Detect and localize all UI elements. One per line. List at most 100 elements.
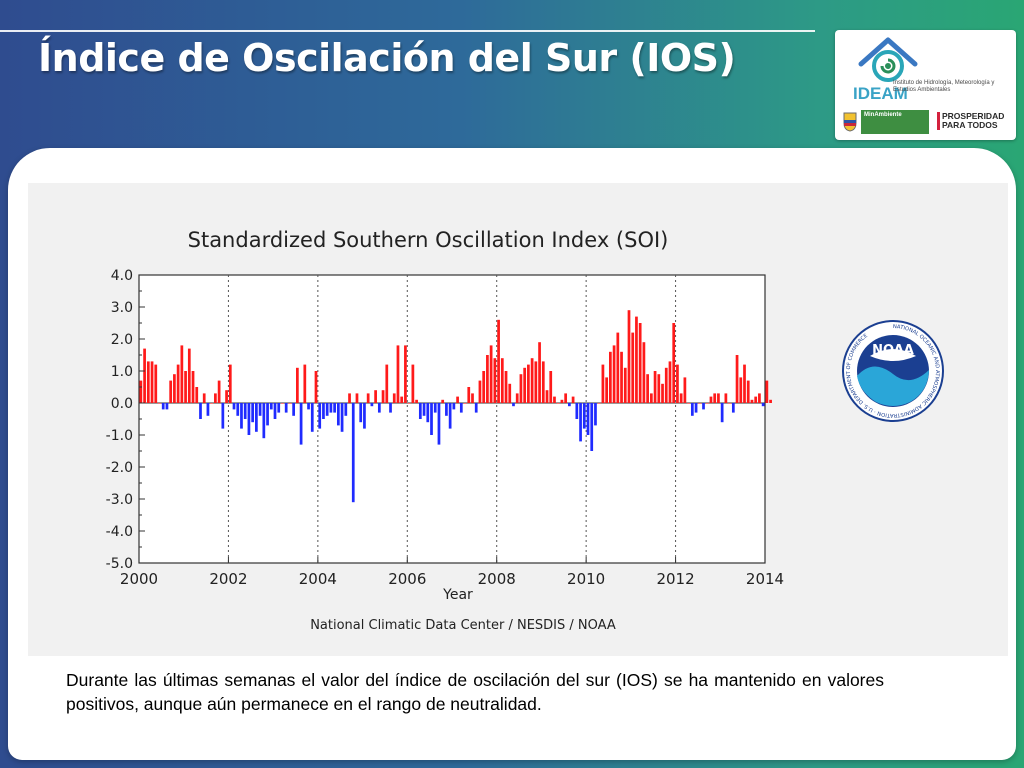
title-rule — [0, 30, 815, 32]
soi-bar — [597, 403, 601, 404]
soi-bar — [527, 364, 530, 403]
ministry-badge: MinAmbiente — [861, 110, 929, 134]
soi-bar — [512, 403, 515, 407]
soi-bar — [620, 351, 623, 403]
soi-bar — [165, 403, 169, 410]
soi-bar — [404, 345, 407, 403]
soi-bar — [396, 345, 400, 403]
soi-bar — [474, 403, 478, 413]
soi-bar — [530, 358, 534, 403]
y-tick-label: 3.0 — [111, 300, 133, 316]
soi-bar — [653, 371, 657, 403]
soi-bar — [590, 403, 594, 451]
x-tick-label: 2012 — [656, 570, 694, 588]
soi-bar — [642, 342, 646, 403]
soi-bar — [158, 403, 161, 404]
soi-bar — [225, 390, 228, 403]
prosperidad-text: PROSPERIDAD PARA TODOS — [942, 111, 1005, 130]
soi-bar — [173, 374, 176, 403]
soi-bar — [325, 403, 329, 416]
soi-bar — [489, 345, 493, 403]
soi-bar — [359, 403, 363, 423]
soi-bar — [519, 374, 523, 403]
soi-bar — [176, 364, 180, 403]
soi-bar — [161, 403, 165, 410]
y-tick-label: -3.0 — [106, 492, 133, 508]
x-tick-label: 2002 — [209, 570, 247, 588]
soi-bar — [638, 323, 642, 403]
soi-bar — [471, 393, 474, 403]
soi-bar — [735, 355, 739, 403]
soi-bar — [214, 393, 217, 403]
y-tick-label: 2.0 — [111, 332, 133, 348]
soi-bar — [478, 380, 482, 403]
soi-bar — [273, 403, 277, 419]
soi-bar — [579, 403, 582, 442]
soi-bar — [143, 348, 146, 403]
soi-bar — [430, 403, 433, 435]
soi-bar — [191, 371, 195, 403]
soi-bar — [728, 403, 731, 404]
soi-bar — [284, 403, 288, 413]
soi-bar — [459, 403, 463, 413]
soi-bar — [649, 393, 653, 403]
soi-bar — [296, 367, 299, 403]
soi-bar — [661, 383, 664, 403]
soi-bar — [538, 342, 541, 403]
x-tick-label: 2004 — [299, 570, 337, 588]
soi-bar — [228, 364, 232, 403]
x-tick-label: 2014 — [746, 570, 784, 588]
chart-title: Standardized Southern Oscillation Index … — [188, 228, 669, 252]
soi-bar — [441, 399, 445, 403]
soi-bar — [154, 364, 158, 403]
y-axis-ticks: 4.0 3.0 2.0 1.0 0.0 -1.0 -2.0 -3.0 -4.0 -5.0 — [106, 268, 145, 572]
soi-bar — [594, 403, 597, 426]
soi-bar — [605, 377, 608, 403]
soi-bar — [754, 396, 758, 403]
x-tick-label: 2010 — [567, 570, 605, 588]
soi-bar — [206, 403, 210, 416]
soi-bar — [448, 403, 452, 429]
soi-bar — [318, 403, 322, 429]
soi-bar — [687, 403, 690, 404]
soi-bar — [322, 403, 325, 419]
x-tick-label: 2008 — [478, 570, 516, 588]
soi-bar — [418, 403, 422, 419]
soi-bar — [247, 403, 251, 435]
soi-bar — [329, 403, 333, 413]
soi-bar — [702, 403, 705, 410]
soi-bar — [683, 377, 687, 403]
soi-bar — [303, 364, 307, 403]
soi-bar — [672, 323, 676, 403]
soi-bar — [139, 380, 143, 403]
soi-bar — [467, 387, 471, 403]
soi-bar — [482, 371, 486, 403]
soi-bar — [493, 358, 497, 403]
soi-bar — [307, 403, 310, 410]
soi-bar — [385, 364, 389, 403]
noaa-wave-icon — [857, 366, 929, 406]
soi-bar — [713, 393, 717, 403]
soi-bar — [717, 393, 720, 403]
soi-bar — [400, 396, 404, 403]
soi-bar — [541, 361, 545, 403]
soi-bar — [523, 367, 527, 403]
ideam-logo-box: IDEAM Instituto de Hidrología, Meteorolo… — [835, 30, 1016, 140]
soi-bar — [340, 403, 344, 432]
prosperidad-flag-icon — [937, 112, 940, 130]
soi-bar — [500, 358, 504, 403]
soi-bar — [199, 403, 202, 419]
y-tick-label: -5.0 — [106, 556, 133, 572]
soi-bar — [269, 403, 273, 410]
soi-bar — [415, 399, 418, 403]
soi-bar — [668, 361, 672, 403]
soi-bar — [389, 403, 392, 413]
soi-bar — [556, 403, 560, 404]
soi-chart: Standardized Southern Oscillation Index … — [106, 228, 784, 633]
soi-bar — [631, 332, 635, 403]
soi-bar — [456, 396, 459, 403]
soi-bar — [601, 364, 605, 403]
soi-bar — [344, 403, 348, 416]
soi-bar — [746, 380, 750, 403]
soi-bar — [616, 332, 620, 403]
